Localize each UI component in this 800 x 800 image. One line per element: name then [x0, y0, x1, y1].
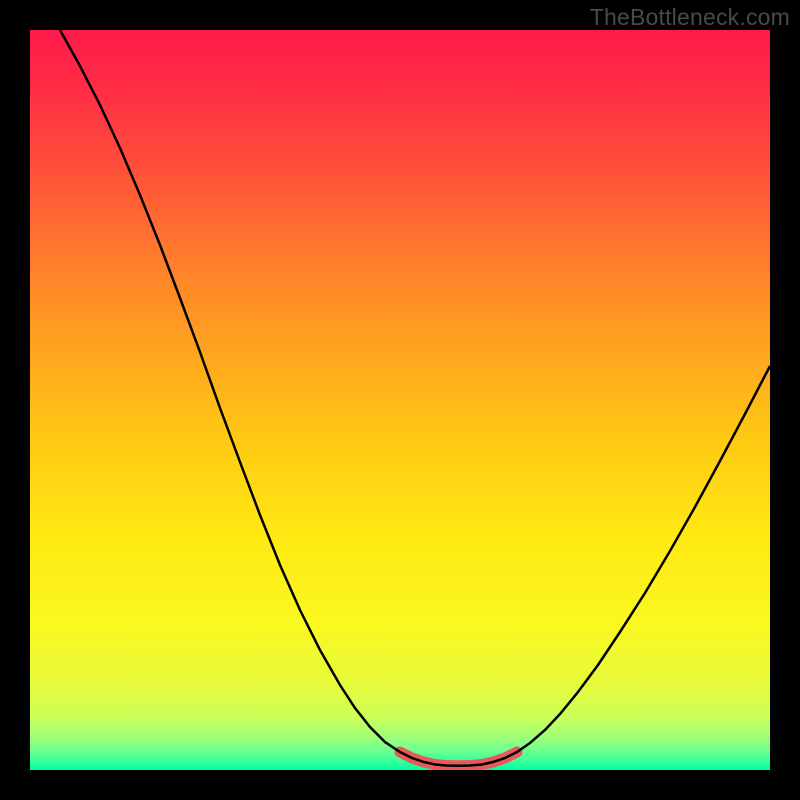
chart-svg: [30, 30, 770, 770]
watermark-text: TheBottleneck.com: [590, 4, 790, 31]
bottleneck-chart: [30, 30, 770, 770]
chart-background: [30, 30, 770, 770]
